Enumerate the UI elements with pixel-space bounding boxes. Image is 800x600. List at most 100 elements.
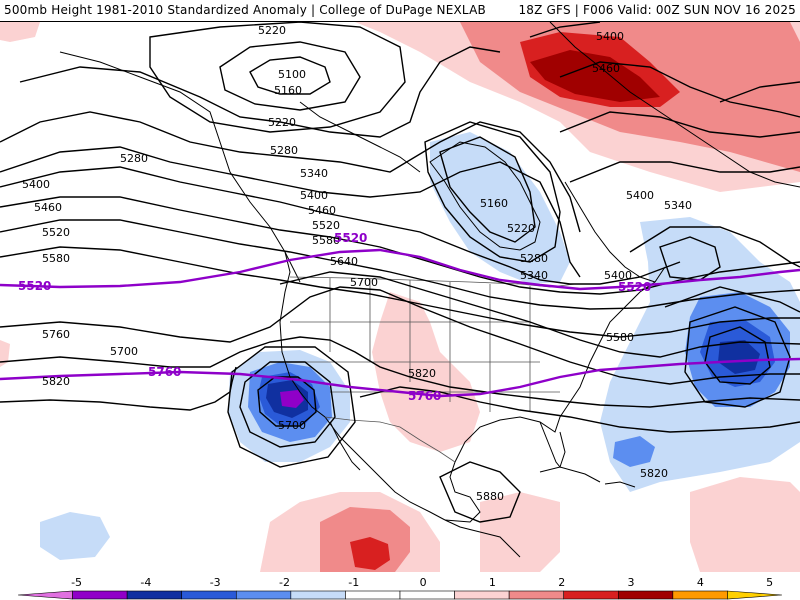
contour-atlantic-4 — [629, 226, 800, 268]
colorbar: -5 -4 -3 -2 -1 0 1 2 3 4 5 — [17, 576, 783, 600]
contour-5700a — [0, 286, 800, 385]
coastline-florida — [539, 421, 566, 469]
colorbar-segment — [617, 590, 674, 600]
positive-anomaly-east-pacific-3 — [350, 537, 390, 570]
contour-label: 5340 — [664, 199, 692, 212]
contour-label: 5880 — [476, 490, 504, 503]
contour-atlantic-2 — [684, 306, 791, 408]
coastline-hudson-bay — [429, 141, 541, 251]
contour-greenland-5 — [529, 22, 601, 38]
contour-label: 5640 — [330, 255, 358, 268]
colorbar-segment — [290, 590, 346, 600]
negative-anomaly-cutoff-low-5 — [280, 390, 304, 408]
contour-label: 5400 — [626, 189, 654, 202]
colorbar-segment — [72, 590, 128, 600]
positive-anomaly-pacific-w — [0, 340, 10, 367]
contour-5160-low — [219, 41, 361, 111]
contour-labels: 5220 5100 5160 5220 5280 5280 5340 5400 … — [22, 24, 692, 503]
contour-label: 5460 — [592, 62, 620, 75]
positive-anomaly-pacific-nw — [0, 22, 40, 42]
colorbar-segment — [126, 590, 183, 600]
coastline-hispaniola — [604, 481, 636, 488]
contour-label: 5580 — [606, 331, 634, 344]
contour-label: 5580 — [42, 252, 70, 265]
contour-label: 5460 — [308, 204, 336, 217]
colorbar-segment — [235, 590, 292, 600]
contour-label: 5400 — [604, 269, 632, 282]
contour-label: 5520 — [42, 226, 70, 239]
contour-greenland-3 — [569, 161, 800, 183]
highlight-label-5760: 5760 — [408, 389, 441, 403]
colorbar-segment — [727, 590, 783, 600]
contour-5520a — [0, 219, 800, 310]
colorbar-tick-label: -3 — [210, 576, 221, 589]
highlight-contour-5760 — [0, 357, 800, 398]
valid-time: 18Z GFS | F006 Valid: 00Z SUN NOV 16 202… — [518, 3, 796, 17]
contour-label: 5820 — [408, 367, 436, 380]
colorbar-tick-label: 1 — [489, 576, 496, 589]
title-bar: 500mb Height 1981-2010 Standardized Anom… — [0, 0, 800, 22]
contour-label: 5340 — [520, 269, 548, 282]
coastline-alaska — [59, 51, 301, 283]
colorbar-tick-label: -5 — [71, 576, 82, 589]
negative-anomaly-pacific-sw — [40, 512, 110, 560]
positive-anomaly-caribbean — [480, 492, 560, 572]
contour-greenland-4 — [719, 81, 800, 103]
positive-anomaly-south-central — [372, 292, 480, 452]
coastline-arctic — [299, 101, 421, 173]
colorbar-segments — [17, 590, 783, 600]
highlight-label-5520: 5520 — [334, 231, 367, 245]
map-title: 500mb Height 1981-2010 Standardized Anom… — [4, 3, 486, 17]
contour-5640 — [279, 271, 800, 358]
negative-anomaly-bermuda — [613, 436, 655, 467]
colorbar-segment — [508, 590, 565, 600]
contour-atlantic-3 — [664, 286, 800, 313]
border-states-2 — [290, 321, 560, 393]
contour-label: 5340 — [300, 167, 328, 180]
contour-5820b — [359, 386, 800, 433]
highlight-label-5760: 5760 — [148, 365, 181, 379]
contour-5280a — [0, 111, 581, 233]
contour-atlantic-1 — [704, 326, 771, 385]
contour-atlantic-5 — [659, 236, 721, 281]
colorbar-tick-label: 5 — [766, 576, 773, 589]
highlight-label-5520: 5520 — [18, 279, 51, 293]
positive-anomaly-greenland-4 — [530, 50, 660, 102]
colorbar-tick-label: 2 — [558, 576, 565, 589]
colorbar-segment — [17, 590, 73, 600]
contour-label: 5580 — [312, 234, 340, 247]
contour-5220-hudson — [424, 121, 561, 263]
contour-label: 5280 — [270, 144, 298, 157]
highlight-contour-5520 — [0, 248, 800, 291]
contour-greenland-1 — [559, 61, 800, 118]
colorbar-segment — [454, 590, 510, 600]
contour-label: 5220 — [258, 24, 286, 37]
contour-5100 — [249, 56, 331, 95]
colorbar-segment — [345, 590, 401, 600]
contour-5340a — [0, 146, 581, 278]
contour-label: 5100 — [278, 68, 306, 81]
contour-5400a — [0, 166, 681, 285]
contour-5160-hudson — [439, 136, 536, 243]
negative-anomaly-atlantic-4 — [718, 340, 760, 374]
contour-label: 5280 — [520, 252, 548, 265]
contour-label: 5220 — [507, 222, 535, 235]
contour-cutoff-3 — [227, 346, 356, 468]
coastline-baja — [329, 421, 361, 471]
colorbar-segment — [399, 590, 455, 600]
colorbar-tick-label: -1 — [348, 576, 359, 589]
contour-label: 5820 — [42, 375, 70, 388]
colorbar-segment — [672, 590, 728, 600]
colorbar-tick-label: 4 — [697, 576, 704, 589]
anomaly-shading — [0, 22, 800, 572]
contour-5220-b — [19, 46, 501, 138]
contour-label: 5700 — [350, 276, 378, 289]
colorbar-segment — [563, 590, 619, 600]
coastline-central-america — [444, 519, 521, 558]
contour-label: 5760 — [42, 328, 70, 341]
contour-label: 5160 — [480, 197, 508, 210]
highlight-labels: 5520 5520 5520 5760 5760 — [18, 231, 651, 403]
contour-south-5880 — [439, 461, 521, 523]
highlight-contours — [0, 248, 800, 398]
